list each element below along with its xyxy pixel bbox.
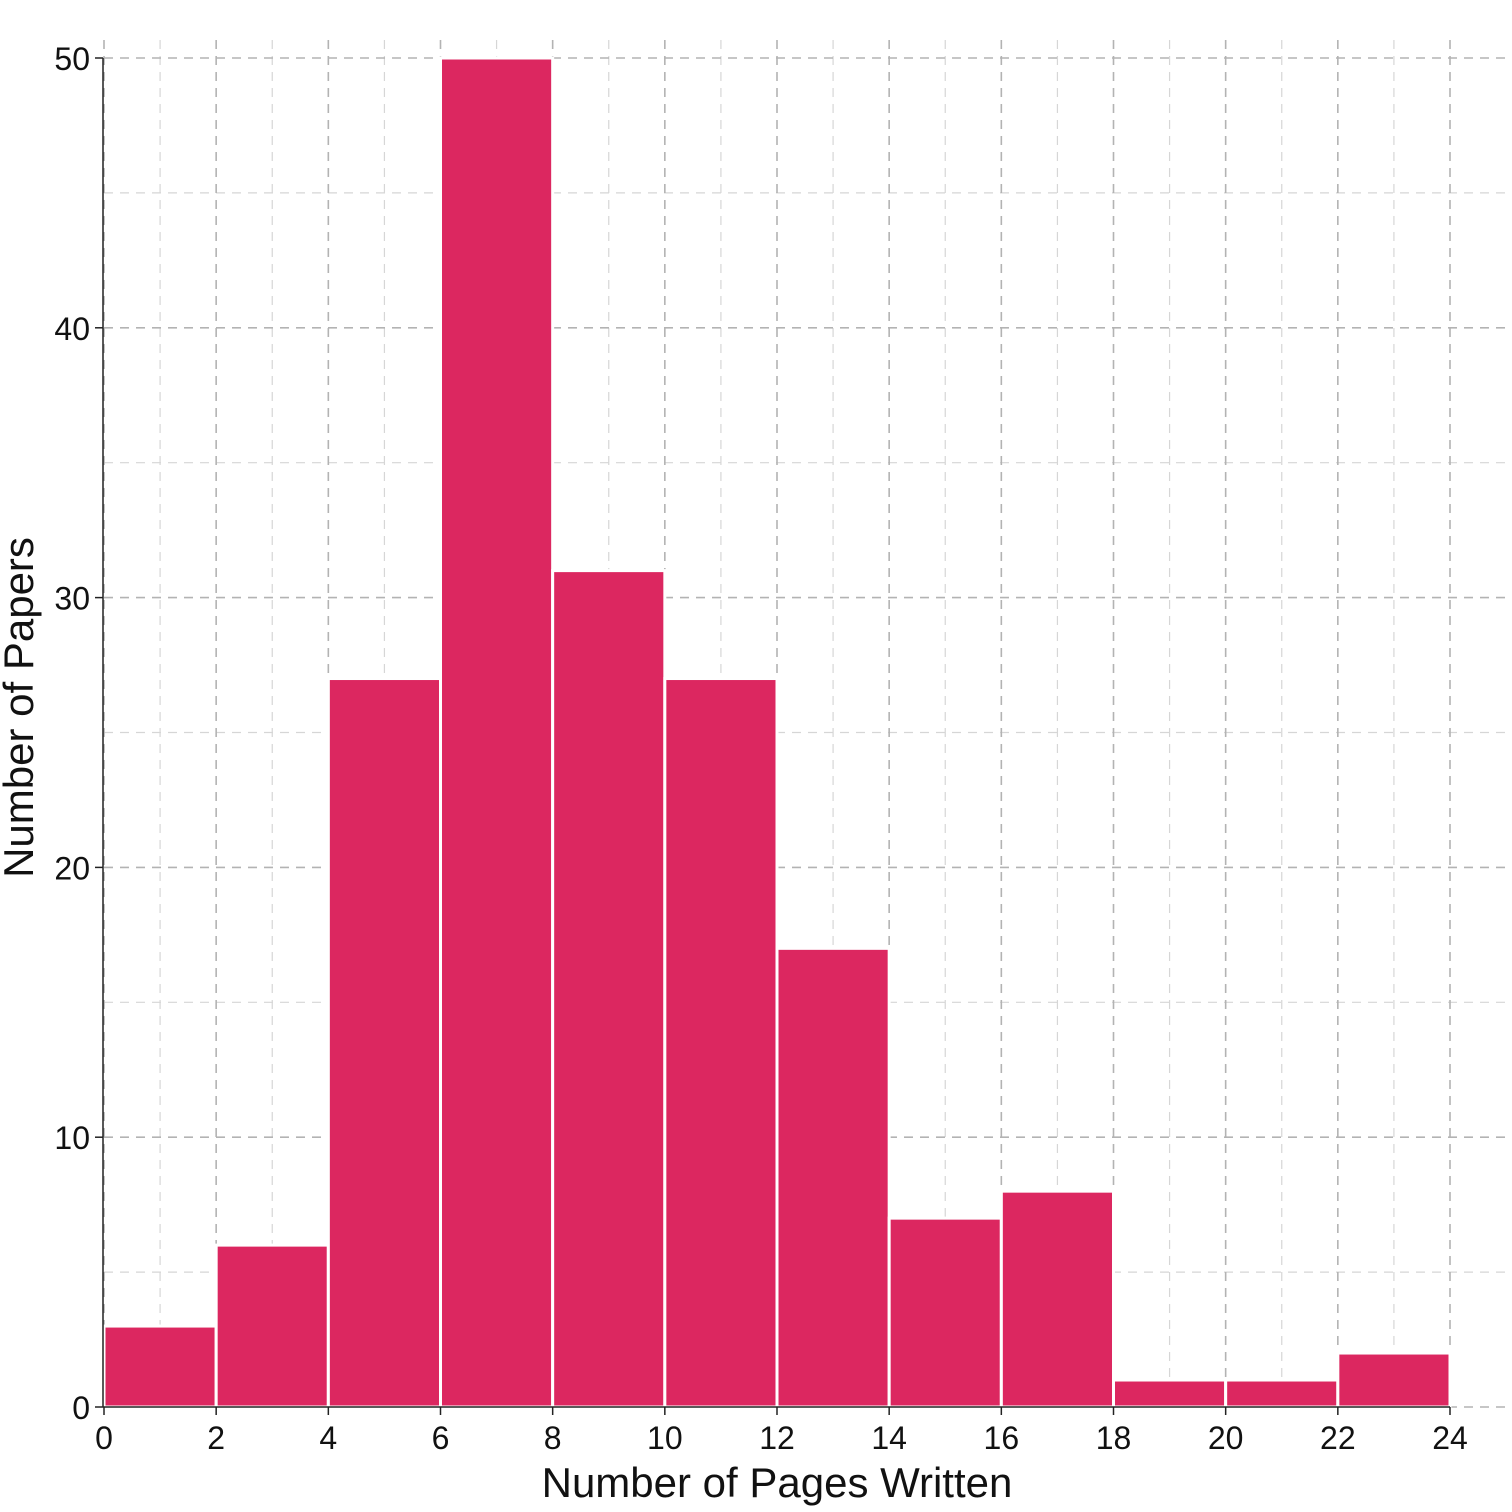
histogram-bar: [551, 569, 667, 1409]
y-tick-label: 30: [54, 581, 90, 617]
x-tick-label: 12: [759, 1420, 795, 1456]
y-tick-label: 20: [54, 850, 90, 886]
x-tick-label: 2: [207, 1420, 225, 1456]
bars: [102, 56, 1452, 1409]
x-axis-title: Number of Pages Written: [542, 1459, 1013, 1506]
histogram-bar: [999, 1189, 1115, 1409]
y-axis-title: Number of Papers: [0, 537, 42, 878]
histogram-bar: [775, 946, 891, 1409]
histogram-bar: [887, 1216, 1003, 1409]
y-tick-label: 10: [54, 1120, 90, 1156]
y-tick-label: 40: [54, 311, 90, 347]
histogram-bar: [1336, 1351, 1452, 1409]
histogram-bar: [663, 677, 779, 1409]
histogram-bar: [214, 1243, 330, 1409]
x-tick-label: 6: [432, 1420, 450, 1456]
x-tick-label: 0: [95, 1420, 113, 1456]
histogram-bar: [439, 56, 555, 1409]
histogram-bar: [326, 677, 443, 1409]
x-tick-label: 22: [1320, 1420, 1356, 1456]
y-tick-label: 0: [72, 1390, 90, 1426]
histogram-bar: [102, 1324, 218, 1409]
y-tick-label: 50: [54, 41, 90, 77]
x-tick-label: 4: [319, 1420, 337, 1456]
x-tick-label: 8: [544, 1420, 562, 1456]
x-tick-label: 24: [1432, 1420, 1468, 1456]
histogram-bar: [1112, 1378, 1228, 1409]
x-tick-label: 10: [647, 1420, 683, 1456]
x-tick-label: 18: [1096, 1420, 1132, 1456]
histogram-bar: [1224, 1378, 1340, 1409]
x-tick-label: 16: [984, 1420, 1020, 1456]
x-tick-label: 20: [1208, 1420, 1244, 1456]
x-tick-label: 14: [871, 1420, 907, 1456]
